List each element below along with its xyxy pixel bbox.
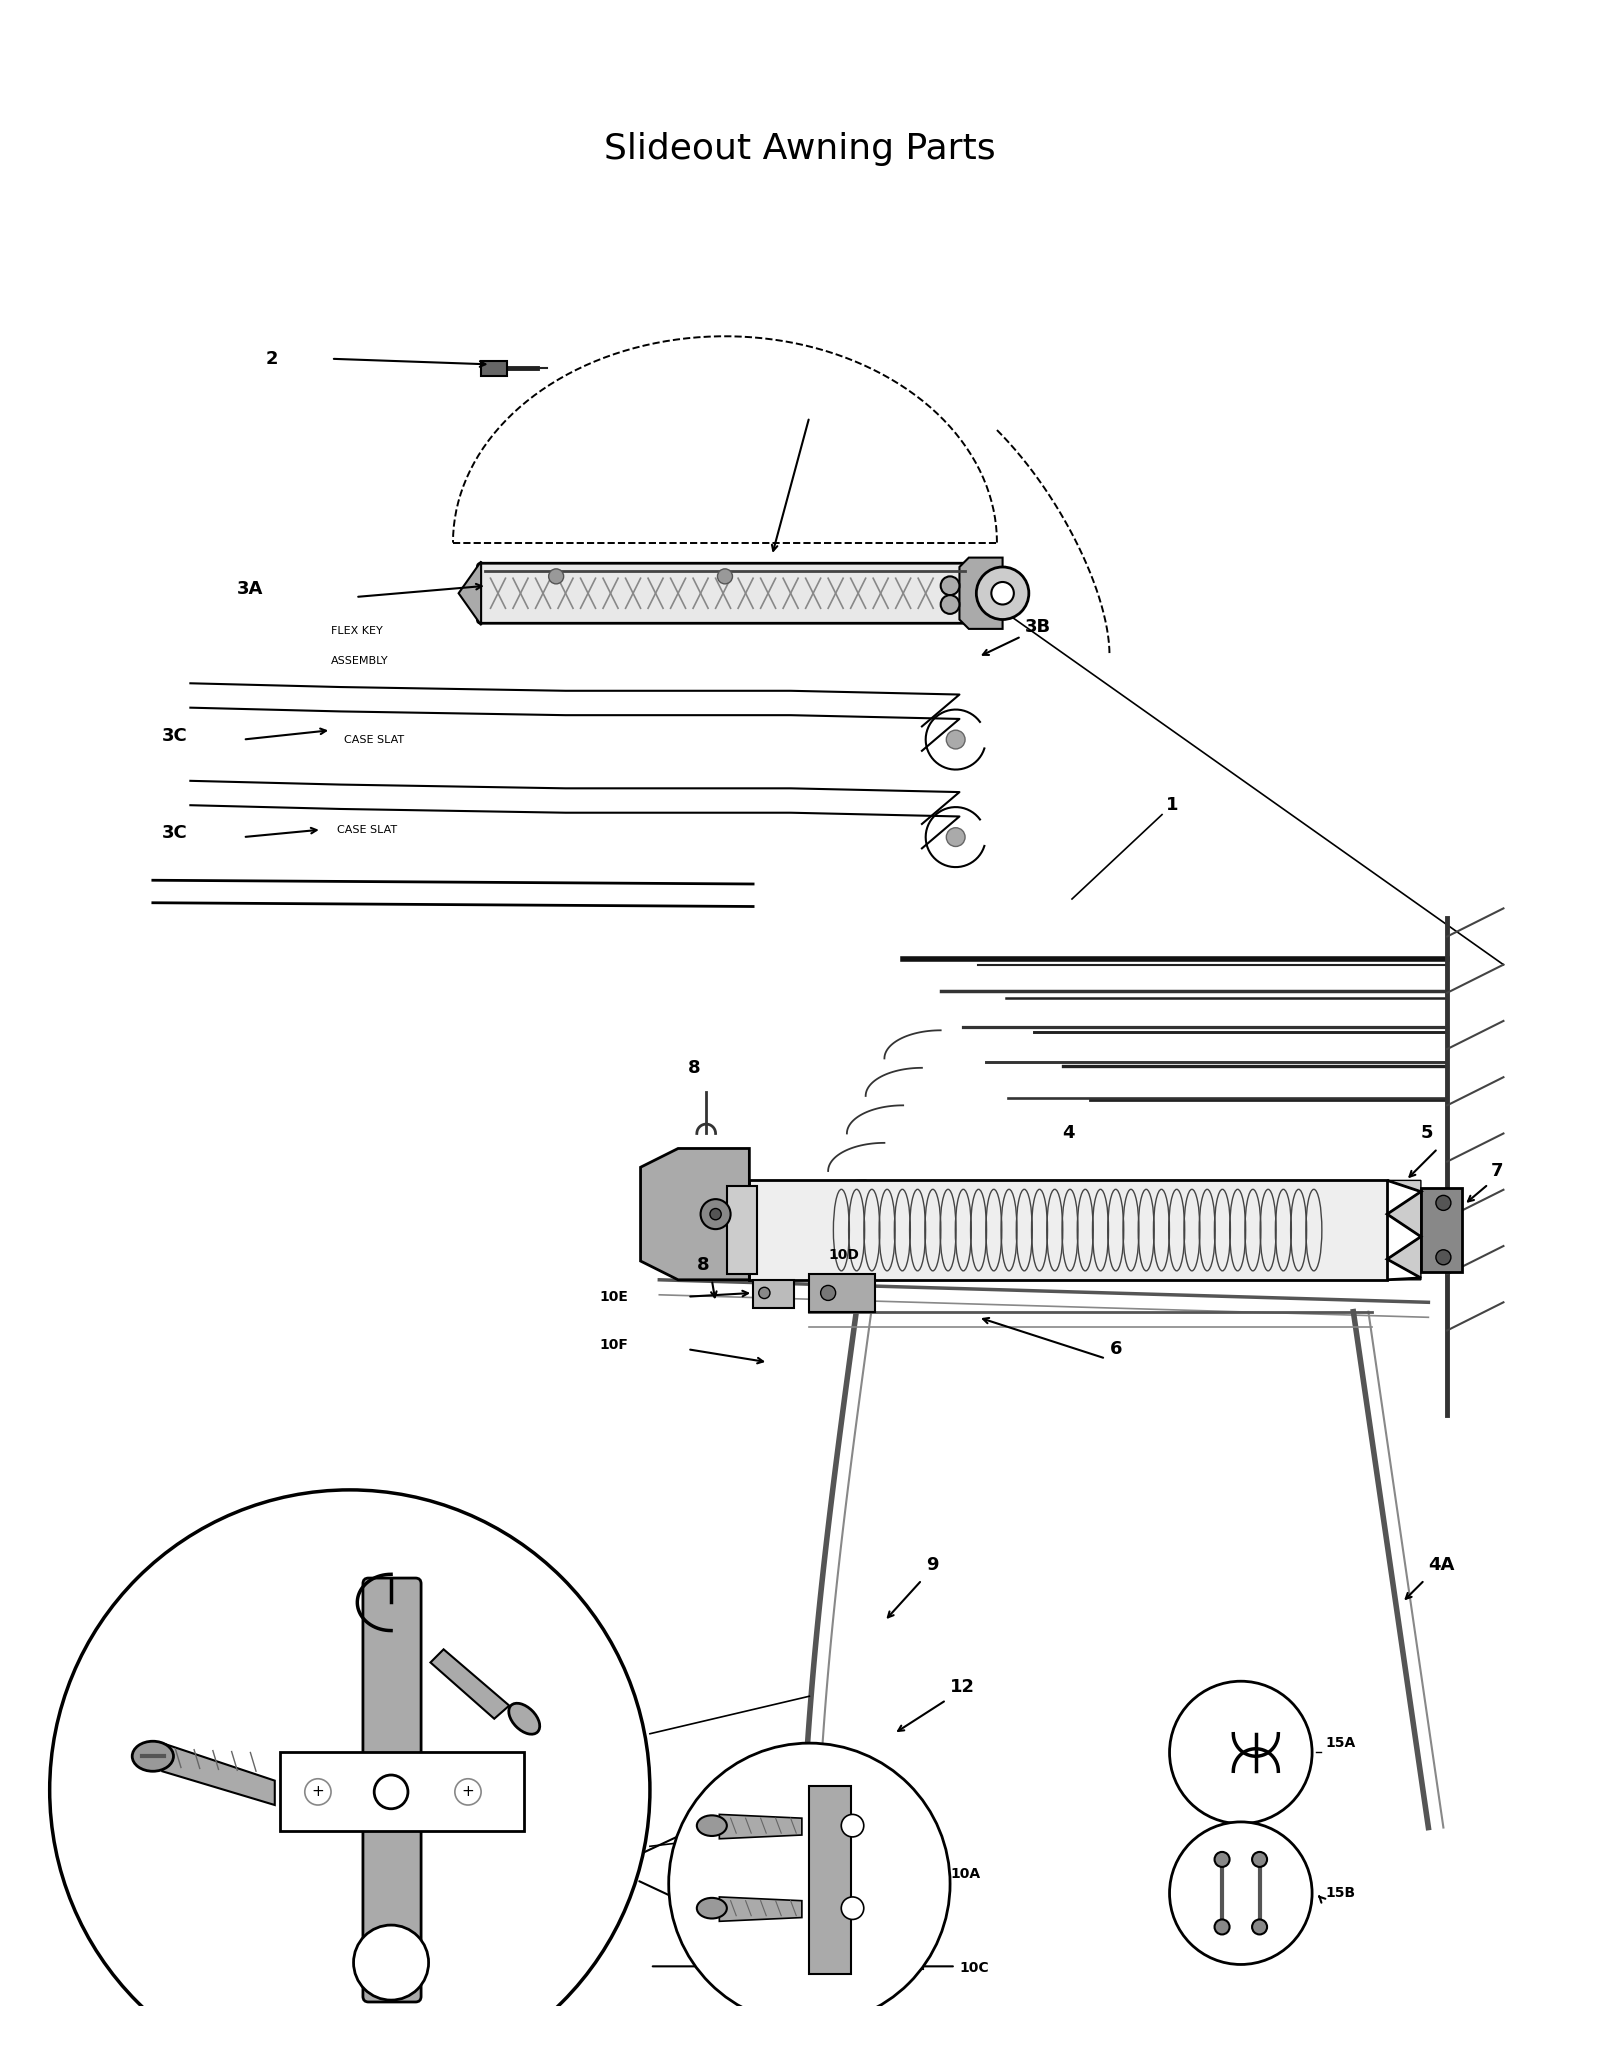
Text: 3C: 3C — [162, 824, 187, 842]
Circle shape — [758, 1288, 770, 1298]
Circle shape — [354, 1925, 429, 2000]
Circle shape — [946, 731, 965, 749]
Polygon shape — [430, 1650, 509, 1718]
Circle shape — [992, 582, 1014, 604]
Circle shape — [1435, 1194, 1451, 1211]
Text: 1: 1 — [1166, 797, 1178, 814]
Circle shape — [1253, 1919, 1267, 1935]
Text: 3C: 3C — [162, 727, 187, 745]
Bar — [810, 1786, 851, 1975]
Circle shape — [701, 1199, 731, 1230]
Text: FLEX KEY: FLEX KEY — [331, 625, 382, 635]
Bar — [800, 1931, 856, 1995]
Polygon shape — [1387, 1180, 1421, 1279]
Text: 15A: 15A — [1325, 1737, 1355, 1749]
Circle shape — [717, 1958, 733, 1975]
Circle shape — [1214, 1919, 1229, 1935]
Bar — [280, 1753, 525, 1832]
Circle shape — [976, 567, 1029, 619]
Circle shape — [1170, 1681, 1312, 1824]
Text: 9: 9 — [926, 1557, 938, 1573]
Text: 3B: 3B — [1026, 619, 1051, 635]
Polygon shape — [459, 561, 482, 625]
Bar — [872, 1954, 909, 1977]
FancyBboxPatch shape — [363, 1577, 421, 2002]
Text: 10C: 10C — [960, 1960, 989, 1975]
Bar — [810, 1275, 875, 1312]
Ellipse shape — [698, 1898, 726, 1919]
Text: 12A: 12A — [96, 1633, 126, 1648]
Text: 8: 8 — [688, 1060, 701, 1076]
Text: 8: 8 — [698, 1256, 709, 1273]
Text: Slideout Awning Parts: Slideout Awning Parts — [605, 132, 995, 166]
Bar — [720, 1954, 757, 1977]
Polygon shape — [960, 557, 1003, 629]
Circle shape — [50, 1490, 650, 2070]
Circle shape — [374, 1774, 408, 1809]
Bar — [754, 1279, 794, 1308]
Circle shape — [821, 1285, 835, 1300]
Circle shape — [842, 1896, 864, 1919]
Text: 15B: 15B — [1325, 1886, 1355, 1900]
Text: 10A: 10A — [950, 1867, 981, 1882]
Text: 10E: 10E — [600, 1290, 629, 1304]
Ellipse shape — [133, 1741, 173, 1772]
Circle shape — [669, 1743, 950, 2024]
Ellipse shape — [698, 1815, 726, 1836]
Text: CASE SLAT: CASE SLAT — [344, 735, 405, 745]
Text: +: + — [462, 1784, 474, 1799]
Circle shape — [941, 575, 960, 594]
Text: CASE SLAT: CASE SLAT — [336, 824, 397, 834]
Circle shape — [842, 1815, 864, 1836]
Text: 4: 4 — [1062, 1124, 1075, 1143]
Circle shape — [946, 828, 965, 847]
Text: ASSEMBLY: ASSEMBLY — [331, 656, 389, 667]
Bar — [726, 1186, 757, 1275]
Text: 4A: 4A — [1429, 1557, 1454, 1573]
Circle shape — [710, 1209, 722, 1219]
Text: 10B: 10B — [547, 1859, 576, 1871]
Text: 10D: 10D — [829, 1248, 859, 1263]
Circle shape — [941, 594, 960, 615]
FancyBboxPatch shape — [477, 563, 973, 623]
Polygon shape — [640, 1149, 749, 1279]
Circle shape — [1253, 1853, 1267, 1867]
Text: +: + — [312, 1784, 325, 1799]
Text: 7: 7 — [1490, 1161, 1502, 1180]
Polygon shape — [162, 1743, 275, 1805]
Polygon shape — [720, 1896, 802, 1921]
Text: 2: 2 — [266, 350, 278, 368]
Text: 10F: 10F — [600, 1339, 629, 1352]
Bar — [482, 360, 507, 375]
Circle shape — [549, 569, 563, 584]
Text: 12B: 12B — [59, 1782, 90, 1797]
Text: 12C: 12C — [509, 1660, 539, 1675]
Circle shape — [896, 1958, 910, 1975]
Text: 6: 6 — [1109, 1339, 1122, 1358]
Bar — [749, 1180, 1387, 1279]
Circle shape — [717, 569, 733, 584]
Text: 12: 12 — [950, 1679, 974, 1695]
Circle shape — [1214, 1853, 1229, 1867]
Circle shape — [1170, 1822, 1312, 1964]
Text: 3A: 3A — [237, 580, 264, 598]
Bar — [1421, 1188, 1462, 1273]
Text: 10E: 10E — [562, 1960, 590, 1975]
Text: 5: 5 — [1421, 1124, 1434, 1143]
Ellipse shape — [509, 1704, 539, 1735]
Polygon shape — [720, 1815, 802, 1838]
Circle shape — [1435, 1250, 1451, 1265]
